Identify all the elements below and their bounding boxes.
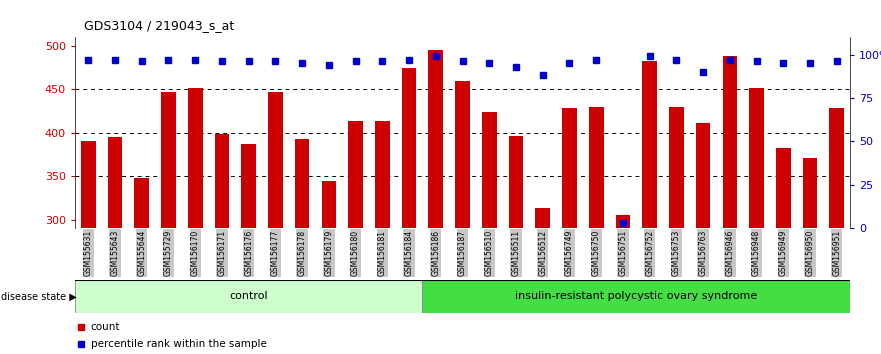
Bar [107, 137, 122, 228]
Bar [322, 181, 337, 228]
Bar [589, 107, 603, 228]
Bar [482, 112, 497, 228]
Bar [295, 139, 309, 228]
Bar [402, 68, 417, 228]
Bar [696, 123, 710, 228]
Bar [776, 148, 790, 228]
Bar [829, 108, 844, 228]
Bar [536, 209, 550, 228]
Bar [241, 144, 256, 228]
Bar [268, 92, 283, 228]
Bar [348, 121, 363, 228]
Bar [135, 178, 149, 228]
Bar [428, 50, 443, 228]
Bar [75, 280, 422, 313]
Bar [616, 215, 630, 228]
Bar [161, 92, 176, 228]
Bar [562, 108, 577, 228]
Text: percentile rank within the sample: percentile rank within the sample [91, 339, 267, 349]
Text: count: count [91, 321, 120, 332]
Bar [669, 107, 684, 228]
Bar [803, 158, 818, 228]
Bar [749, 87, 764, 228]
Bar [642, 61, 657, 228]
Bar [375, 121, 389, 228]
Text: control: control [229, 291, 268, 302]
Bar [188, 88, 203, 228]
Bar [508, 136, 523, 228]
Bar [455, 81, 470, 228]
Bar [215, 135, 229, 228]
Bar [722, 56, 737, 228]
Bar [422, 280, 850, 313]
Text: GDS3104 / 219043_s_at: GDS3104 / 219043_s_at [84, 19, 234, 33]
Text: insulin-resistant polycystic ovary syndrome: insulin-resistant polycystic ovary syndr… [515, 291, 758, 302]
Bar [81, 142, 96, 228]
Text: disease state ▶: disease state ▶ [1, 291, 77, 302]
